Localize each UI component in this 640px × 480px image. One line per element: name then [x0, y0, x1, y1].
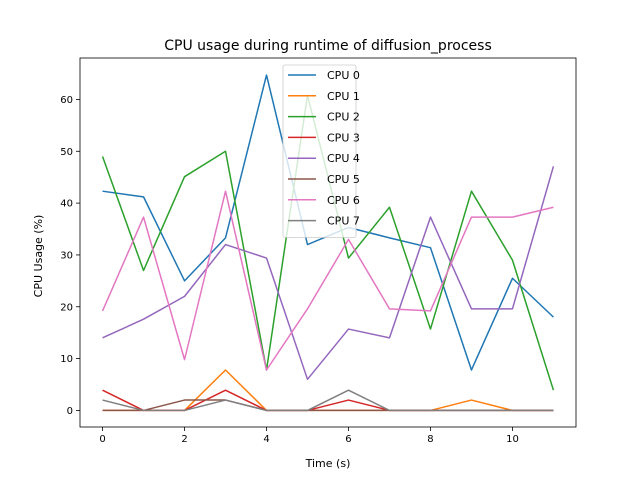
y-tick-label: 20 — [60, 302, 73, 313]
series-line-cpu-4 — [102, 166, 555, 381]
axes-frame — [79, 57, 577, 428]
legend-label-cpu-5: CPU 5 — [327, 173, 360, 186]
axes: 0 2 4 6 8 10 0 10 20 30 40 50 60 — [60, 57, 577, 445]
legend: CPU 0 CPU 1 CPU 2 CPU 3 CPU 4 CPU 5 CPU 6 CPU 7 — [282, 64, 360, 238]
x-tick-label: 4 — [263, 434, 269, 445]
series-line-cpu-6 — [101, 190, 554, 371]
chart-title: CPU usage during runtime of diffusion_pr… — [164, 38, 491, 54]
legend-label-cpu-4: CPU 4 — [327, 152, 360, 165]
x-tick-label: 0 — [99, 434, 105, 445]
y-tick-label: 40 — [60, 199, 73, 210]
x-tick-label: 10 — [506, 434, 519, 445]
y-tick-label: 60 — [60, 95, 73, 106]
x-tick-label: 6 — [345, 434, 351, 445]
y-tick-label: 30 — [60, 250, 73, 261]
series-line-cpu-7 — [102, 389, 554, 412]
y-tick-label: 50 — [60, 147, 73, 158]
y-tick-label: 0 — [67, 406, 73, 417]
legend-label-cpu-0: CPU 0 — [327, 69, 360, 82]
y-tick-label: 10 — [60, 354, 73, 365]
legend-label-cpu-2: CPU 2 — [327, 111, 360, 124]
legend-box — [282, 64, 357, 238]
legend-label-cpu-3: CPU 3 — [327, 131, 360, 144]
y-axis-label: CPU Usage (%) — [32, 215, 45, 298]
legend-label-cpu-7: CPU 7 — [327, 215, 360, 228]
x-tick-label: 8 — [427, 434, 433, 445]
legend-label-cpu-6: CPU 6 — [327, 194, 360, 207]
x-tick-label: 2 — [181, 434, 187, 445]
legend-label-cpu-1: CPU 1 — [327, 90, 360, 103]
x-axis-label: Time (s) — [305, 457, 351, 470]
